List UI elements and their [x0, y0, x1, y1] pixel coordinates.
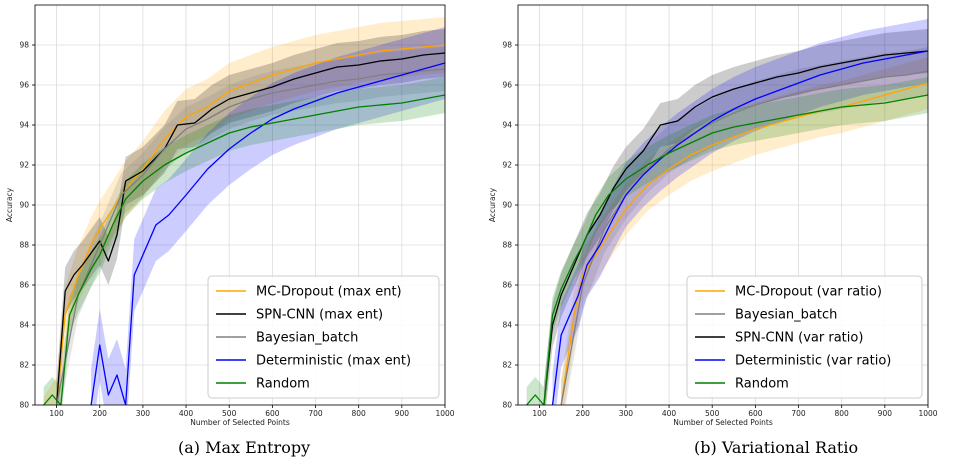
y-tick-label: 86 [502, 281, 512, 290]
x-tick-label: 100 [532, 409, 547, 418]
x-tick-label: 400 [662, 409, 677, 418]
series-line-bayesian-batch [55, 68, 445, 405]
legend-label-deterministic-max-ent: Deterministic (max ent) [256, 354, 411, 369]
band-spn-cnn-var-ratio [543, 29, 928, 405]
band-bayesian-batch [56, 47, 445, 405]
band-deterministic-max-ent [91, 27, 445, 405]
plot-area [43, 17, 445, 405]
y-tick-label: 80 [19, 401, 29, 410]
series-line-spn-cnn-max-ent [55, 52, 445, 405]
x-tick-label: 300 [619, 409, 634, 418]
caption-max-entropy: (a) Max Entropy [178, 438, 311, 457]
x-tick-label: 800 [352, 409, 367, 418]
x-tick-label: 400 [179, 409, 194, 418]
band-mc-dropout-var-ratio [561, 57, 928, 405]
y-tick-label: 94 [19, 121, 29, 130]
x-axis-label: Number of Selected Points [190, 418, 290, 427]
legend-box [207, 275, 440, 399]
y-tick-label: 98 [19, 41, 29, 50]
y-tick-label: 82 [502, 361, 512, 370]
x-tick-label: 100 [49, 409, 64, 418]
series-line-deterministic-var-ratio [551, 50, 928, 405]
series-line-spn-cnn-var-ratio [543, 50, 928, 405]
x-tick-label: 700 [791, 409, 806, 418]
variational-ratio-chart: 100 200 300 400 500 600 700 800 900 1000 80 82 84 86 8… [488, 4, 938, 428]
series-line-random [526, 94, 928, 405]
band-spn-cnn-max-ent [56, 29, 445, 405]
band-bayesian-batch [561, 47, 928, 405]
series-line-random [43, 94, 445, 405]
y-tick-label: 96 [19, 81, 29, 90]
y-tick-label: 90 [19, 201, 29, 210]
legend-label-deterministic-var-ratio: Deterministic (var ratio) [735, 354, 891, 369]
legend-label-spn-cnn-max-ent: SPN-CNN (max ent) [256, 308, 383, 323]
caption-variational-ratio: (b) Variational Ratio [694, 438, 859, 457]
y-axis-label: Accuracy [5, 187, 14, 222]
series-line-mc-dropout-max-ent [55, 44, 445, 405]
x-tick-label: 200 [576, 409, 591, 418]
axes: 100 200 300 400 500 600 700 800 900 1000 80 82 84 86 8… [5, 41, 455, 428]
x-tick-label: 1000 [918, 409, 937, 418]
y-tick-label: 90 [502, 201, 512, 210]
max-entropy-chart: 100 200 300 400 500 600 700 800 900 1000 80 82 84 86 8… [5, 4, 455, 428]
y-tick-label: 92 [502, 161, 512, 170]
y-tick-label: 88 [19, 241, 29, 250]
chart-panel-max-entropy: 100 200 300 400 500 600 700 800 900 1000 80 82 84 86 8… [5, 4, 455, 457]
x-tick-label: 1000 [435, 409, 454, 418]
x-tick-label: 500 [705, 409, 720, 418]
y-tick-label: 82 [19, 361, 29, 370]
series-line-mc-dropout-var-ratio [560, 82, 928, 405]
band-random [526, 77, 928, 405]
x-tick-label: 900 [878, 409, 893, 418]
x-tick-label: 900 [395, 409, 410, 418]
x-tick-label: 200 [93, 409, 108, 418]
x-axis-label: Number of Selected Points [673, 418, 773, 427]
legend-box [686, 275, 923, 399]
y-tick-label: 80 [502, 401, 512, 410]
legend-label-spn-cnn-var-ratio: SPN-CNN (var ratio) [735, 331, 863, 346]
legend-label-bayesian-batch: Bayesian_batch [735, 308, 837, 323]
x-tick-label: 600 [748, 409, 763, 418]
x-tick-label: 700 [308, 409, 323, 418]
y-tick-label: 86 [19, 281, 29, 290]
legend: MC-Dropout (max ent) SPN-CNN (max ent) Bay… [207, 275, 440, 399]
y-tick-label: 84 [502, 321, 512, 330]
legend-label-random: Random [256, 377, 310, 392]
y-tick-label: 96 [502, 81, 512, 90]
legend: MC-Dropout (var ratio) Bayesian_batch SPN-… [686, 275, 923, 399]
x-tick-label: 500 [222, 409, 237, 418]
y-tick-label: 84 [19, 321, 29, 330]
x-tick-label: 300 [136, 409, 151, 418]
y-tick-label: 92 [19, 161, 29, 170]
chart-panel-variational-ratio: 100 200 300 400 500 600 700 800 900 1000 80 82 84 86 8… [483, 0, 966, 468]
x-tick-label: 600 [265, 409, 280, 418]
axes: 100 200 300 400 500 600 700 800 900 1000 80 82 84 86 8… [488, 41, 938, 428]
legend-label-mc-dropout-max-ent: MC-Dropout (max ent) [256, 285, 402, 300]
series-line-deterministic-max-ent [90, 62, 445, 405]
legend-label-mc-dropout-var-ratio: MC-Dropout (var ratio) [735, 285, 882, 300]
y-tick-label: 88 [502, 241, 512, 250]
y-tick-label: 94 [502, 121, 512, 130]
legend-label-bayesian-batch: Bayesian_batch [256, 331, 358, 346]
x-tick-label: 800 [835, 409, 850, 418]
band-random [43, 77, 445, 405]
legend-label-random: Random [735, 377, 789, 392]
y-axis-label: Accuracy [488, 187, 497, 222]
y-tick-label: 98 [502, 41, 512, 50]
plot-area [526, 19, 928, 405]
